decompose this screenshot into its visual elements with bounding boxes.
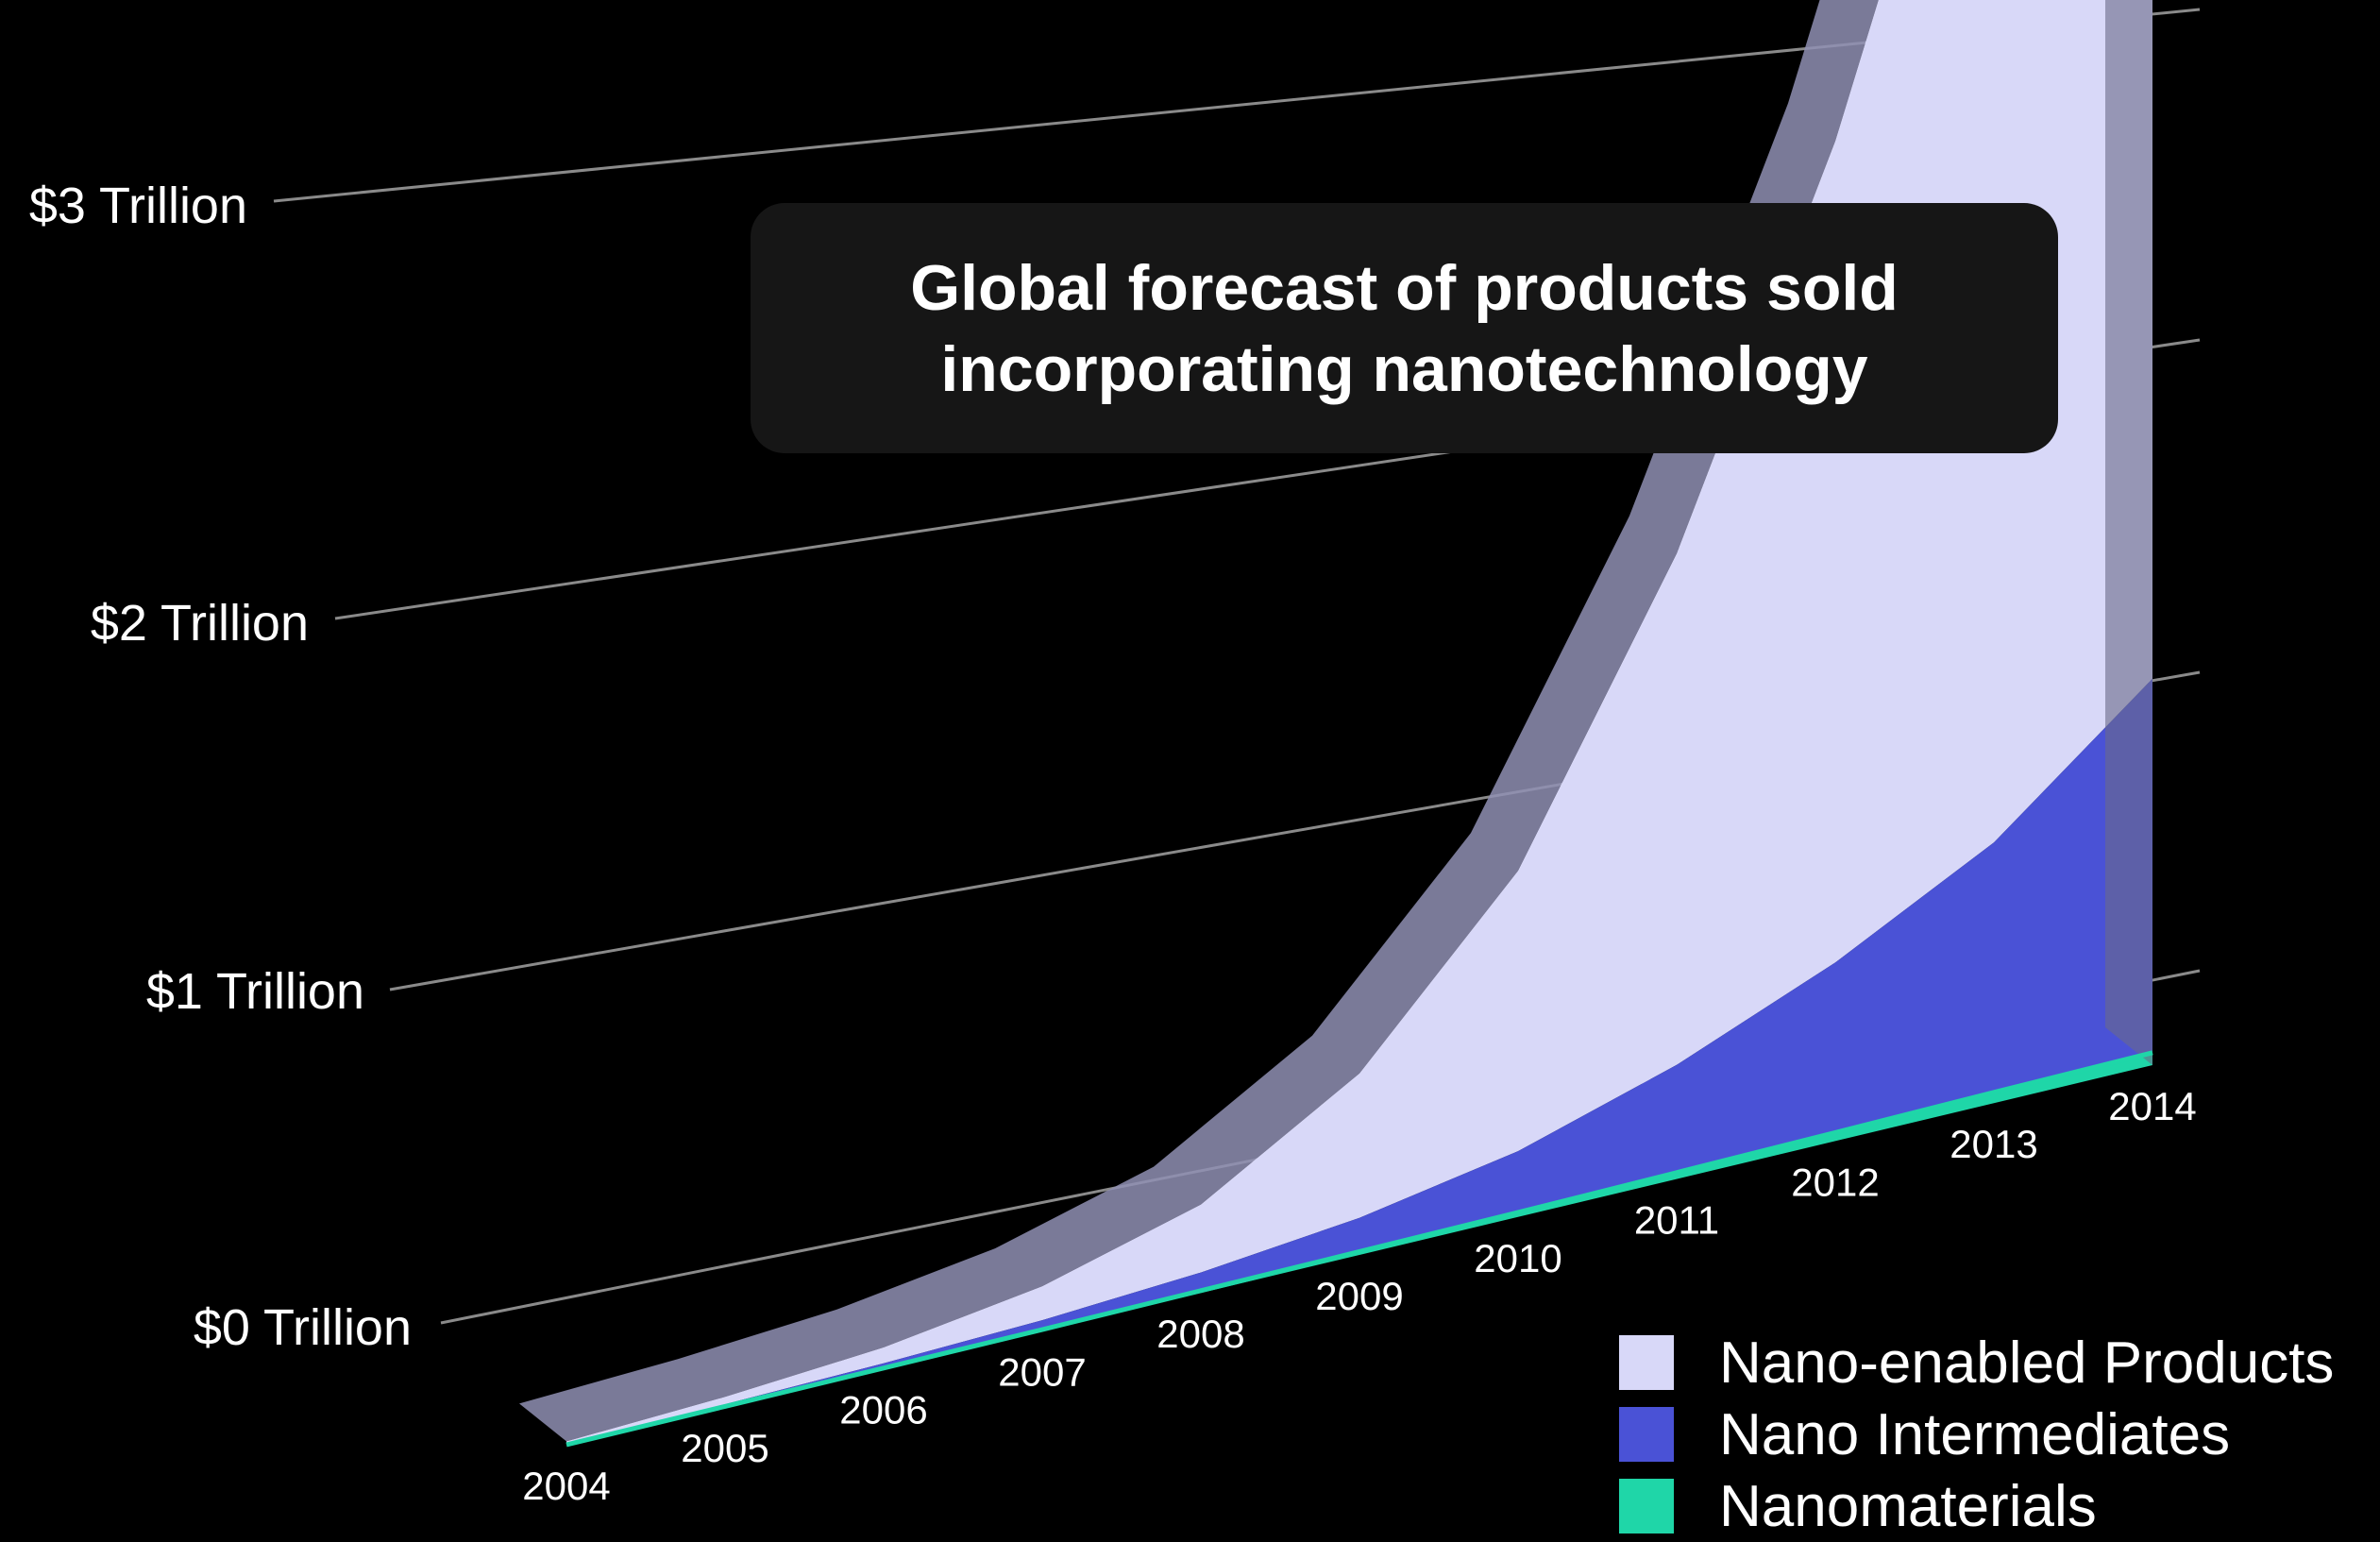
legend: Nano-enabled Products Nano Intermediates… — [1619, 1327, 2334, 1542]
legend-label: Nanomaterials — [1719, 1473, 2097, 1539]
area-top-face — [519, 0, 1879, 1442]
legend-swatch — [1619, 1479, 1674, 1534]
y-tick-label: $3 Trillion — [29, 178, 247, 234]
area-side-face — [2105, 0, 2152, 1065]
x-tick-label: 2010 — [1474, 1236, 1561, 1280]
x-tick-label: 2007 — [998, 1349, 1086, 1394]
y-tick-label: $0 Trillion — [194, 1299, 412, 1356]
legend-item-nano-intermediates: Nano Intermediates — [1619, 1398, 2334, 1470]
x-tick-label: 2009 — [1315, 1274, 1403, 1318]
x-tick-label: 2004 — [522, 1464, 610, 1508]
x-tick-label: 2005 — [681, 1426, 768, 1470]
legend-label: Nano Intermediates — [1719, 1401, 2231, 1467]
legend-swatch — [1619, 1407, 1674, 1462]
area-nano-intermediates — [566, 678, 2152, 1445]
x-tick-label: 2012 — [1791, 1160, 1879, 1204]
legend-item-nanomaterials: Nanomaterials — [1619, 1470, 2334, 1542]
chart-title-box: Global forecast of products sold incorpo… — [751, 203, 2058, 453]
chart-title: Global forecast of products sold incorpo… — [910, 251, 1899, 405]
legend-label: Nano-enabled Products — [1719, 1330, 2335, 1396]
x-axis-labels: 2004 2005 2006 2007 2008 2009 2010 2011 2012 2013… — [522, 1084, 2196, 1508]
x-tick-label: 2014 — [2108, 1084, 2196, 1128]
x-tick-label: 2008 — [1156, 1312, 1244, 1356]
legend-swatch — [1619, 1335, 1674, 1390]
legend-item-nano-enabled: Nano-enabled Products — [1619, 1327, 2334, 1398]
partial-page-title: Wealth Generation — [411, 0, 929, 13]
y-tick-label: $2 Trillion — [91, 595, 309, 652]
y-tick-label: $1 Trillion — [146, 963, 364, 1020]
y-axis-labels: $3 Trillion $2 Trillion $1 Trillion $0 T… — [29, 178, 412, 1356]
nanomaterials-line — [565, 1050, 2153, 1448]
x-tick-label: 2013 — [1950, 1122, 2037, 1166]
x-tick-label: 2006 — [839, 1388, 927, 1432]
x-tick-label: 2011 — [1634, 1198, 1719, 1243]
